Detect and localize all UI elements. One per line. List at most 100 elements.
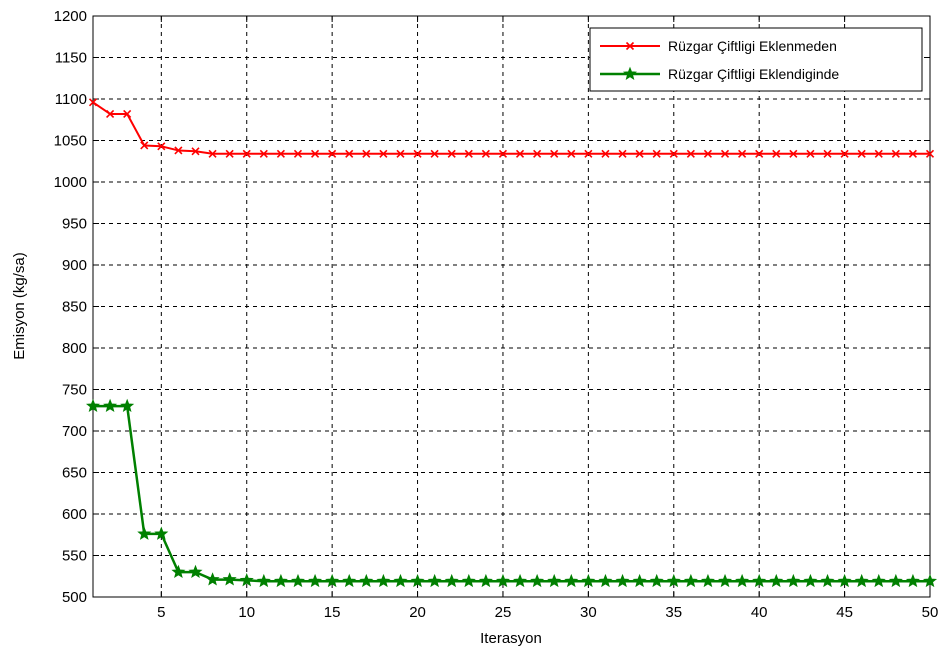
series-1-point [601, 149, 610, 158]
series-1-point [362, 149, 371, 158]
y-axis-title: Emisyon (kg/sa) [11, 252, 28, 360]
series-2-point [393, 573, 408, 588]
x-tick-label: 15 [324, 604, 341, 621]
series-1-point [550, 149, 559, 158]
x-tick-label: 40 [751, 604, 768, 621]
series-1-point [430, 149, 439, 158]
y-tick-label: 1050 [54, 133, 87, 150]
series-2-point [905, 573, 920, 588]
series-2-point [205, 572, 220, 586]
legend-entry-1: Rüzgar Çiftligi Eklenmeden [600, 38, 837, 54]
series-2-point [342, 573, 357, 588]
series-2-point [273, 573, 288, 588]
series-2-point [888, 573, 903, 588]
series-1-point [857, 149, 866, 158]
series-1-point [413, 149, 422, 158]
series-2-point [769, 573, 784, 588]
legend-label: Rüzgar Çiftligi Eklendiginde [668, 66, 839, 82]
series-2-point [154, 526, 169, 540]
series-1-point [891, 149, 900, 158]
y-tick-label: 550 [62, 548, 87, 565]
x-tick-label: 50 [922, 604, 939, 621]
series-2-point [359, 573, 374, 588]
series-2-point [85, 398, 101, 413]
y-tick-label: 700 [62, 423, 87, 440]
series-2-point [188, 564, 203, 579]
series-1-point [447, 149, 456, 158]
series-2-point [376, 573, 391, 588]
series-1-point [652, 149, 661, 158]
series-2-point [683, 573, 698, 588]
series-1-point [567, 149, 576, 158]
series-2-point [871, 573, 886, 588]
series-1-point [259, 149, 268, 158]
y-tick-label: 600 [62, 506, 87, 523]
series-2-point [120, 398, 135, 413]
x-axis-ticks: 5 10 15 20 25 30 35 40 45 50 [157, 16, 938, 621]
y-tick-label: 1000 [54, 174, 87, 191]
series-1-point [515, 149, 525, 158]
x-tick-label: 30 [580, 604, 597, 621]
series-1-point [345, 149, 354, 158]
series-1-point [481, 149, 490, 158]
series-2-point [700, 573, 715, 588]
series-1-point [806, 149, 815, 158]
series-2-point [513, 573, 528, 588]
series-1-point [208, 149, 217, 158]
y-tick-label: 800 [62, 340, 87, 357]
series-2-point [786, 573, 801, 588]
series-1-point [464, 149, 473, 158]
y-tick-label: 1100 [55, 91, 87, 108]
series-2-point [325, 573, 340, 588]
x-axis-title: Iterasyon [480, 630, 542, 647]
series-1-point [174, 146, 183, 155]
series-2-point [137, 526, 152, 540]
series-1-point [789, 149, 798, 158]
series-2-point [171, 564, 186, 579]
series-1-point [242, 149, 251, 158]
legend-entry-2: Rüzgar Çiftligi Eklendiginde [600, 66, 839, 82]
series-2-point [461, 573, 476, 588]
series-1-point [106, 109, 115, 119]
series-2-point [803, 573, 818, 588]
series-2-point [444, 573, 459, 588]
series-2-point [103, 398, 118, 413]
series-2-point [427, 573, 442, 588]
series-2-point [666, 573, 681, 588]
series-1-point [293, 149, 303, 158]
x-tick-label: 10 [238, 604, 255, 621]
series-1-point [191, 147, 200, 156]
x-tick-label: 35 [665, 604, 682, 621]
series-1-point [720, 149, 730, 158]
series-1-point [396, 149, 405, 158]
y-axis-ticks: 500 550 600 650 700 750 800 850 900 950 1000 1050 11… [54, 8, 930, 606]
series-1-point [738, 149, 747, 158]
series-1-point [686, 149, 695, 158]
series-1-point [618, 149, 627, 158]
series-layer [85, 98, 938, 588]
y-tick-label: 750 [62, 382, 87, 399]
series-2-point [854, 573, 869, 588]
series-2-point [632, 573, 647, 588]
series-2-point [615, 573, 630, 588]
series-2-point [290, 573, 305, 588]
series-2-point [837, 573, 852, 588]
y-tick-label: 900 [62, 257, 87, 274]
x-tick-label: 25 [495, 604, 512, 621]
series-2 [85, 398, 938, 588]
legend-swatch-marker [622, 66, 638, 80]
series-2-point [222, 572, 237, 586]
y-tick-label: 850 [62, 299, 87, 316]
y-tick-label: 1200 [54, 8, 87, 25]
x-tick-label: 5 [157, 604, 165, 621]
series-1-point [276, 149, 285, 158]
series-1-point [635, 149, 644, 158]
x-tick-label: 20 [409, 604, 426, 621]
series-1-point [755, 149, 764, 158]
series-1-point [498, 149, 508, 158]
series-1-point [669, 149, 678, 158]
series-2-point [530, 573, 545, 588]
series-2-point [495, 573, 510, 588]
series-2-point [718, 573, 733, 588]
